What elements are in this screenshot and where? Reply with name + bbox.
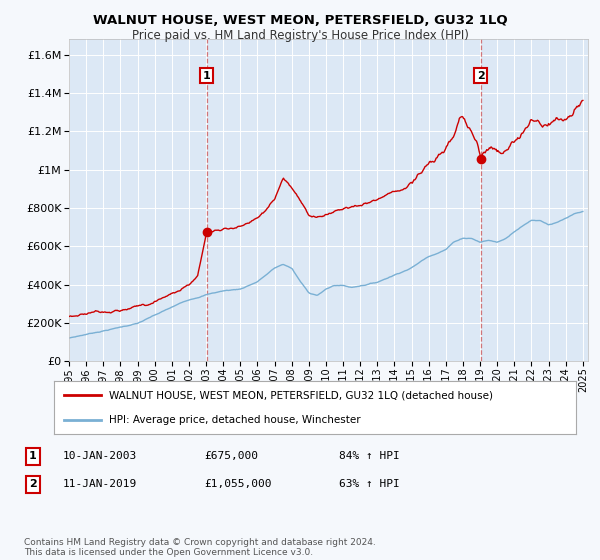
Text: Price paid vs. HM Land Registry's House Price Index (HPI): Price paid vs. HM Land Registry's House … — [131, 29, 469, 42]
Text: £675,000: £675,000 — [204, 451, 258, 461]
Text: 84% ↑ HPI: 84% ↑ HPI — [339, 451, 400, 461]
Text: HPI: Average price, detached house, Winchester: HPI: Average price, detached house, Winc… — [109, 414, 361, 424]
Text: WALNUT HOUSE, WEST MEON, PETERSFIELD, GU32 1LQ (detached house): WALNUT HOUSE, WEST MEON, PETERSFIELD, GU… — [109, 390, 493, 400]
Text: 2: 2 — [29, 479, 37, 489]
Text: Contains HM Land Registry data © Crown copyright and database right 2024.
This d: Contains HM Land Registry data © Crown c… — [24, 538, 376, 557]
Text: 2: 2 — [477, 71, 484, 81]
Text: 10-JAN-2003: 10-JAN-2003 — [63, 451, 137, 461]
Text: 1: 1 — [29, 451, 37, 461]
Text: 1: 1 — [203, 71, 211, 81]
Text: £1,055,000: £1,055,000 — [204, 479, 271, 489]
Text: 63% ↑ HPI: 63% ↑ HPI — [339, 479, 400, 489]
Text: WALNUT HOUSE, WEST MEON, PETERSFIELD, GU32 1LQ: WALNUT HOUSE, WEST MEON, PETERSFIELD, GU… — [92, 14, 508, 27]
Text: 11-JAN-2019: 11-JAN-2019 — [63, 479, 137, 489]
